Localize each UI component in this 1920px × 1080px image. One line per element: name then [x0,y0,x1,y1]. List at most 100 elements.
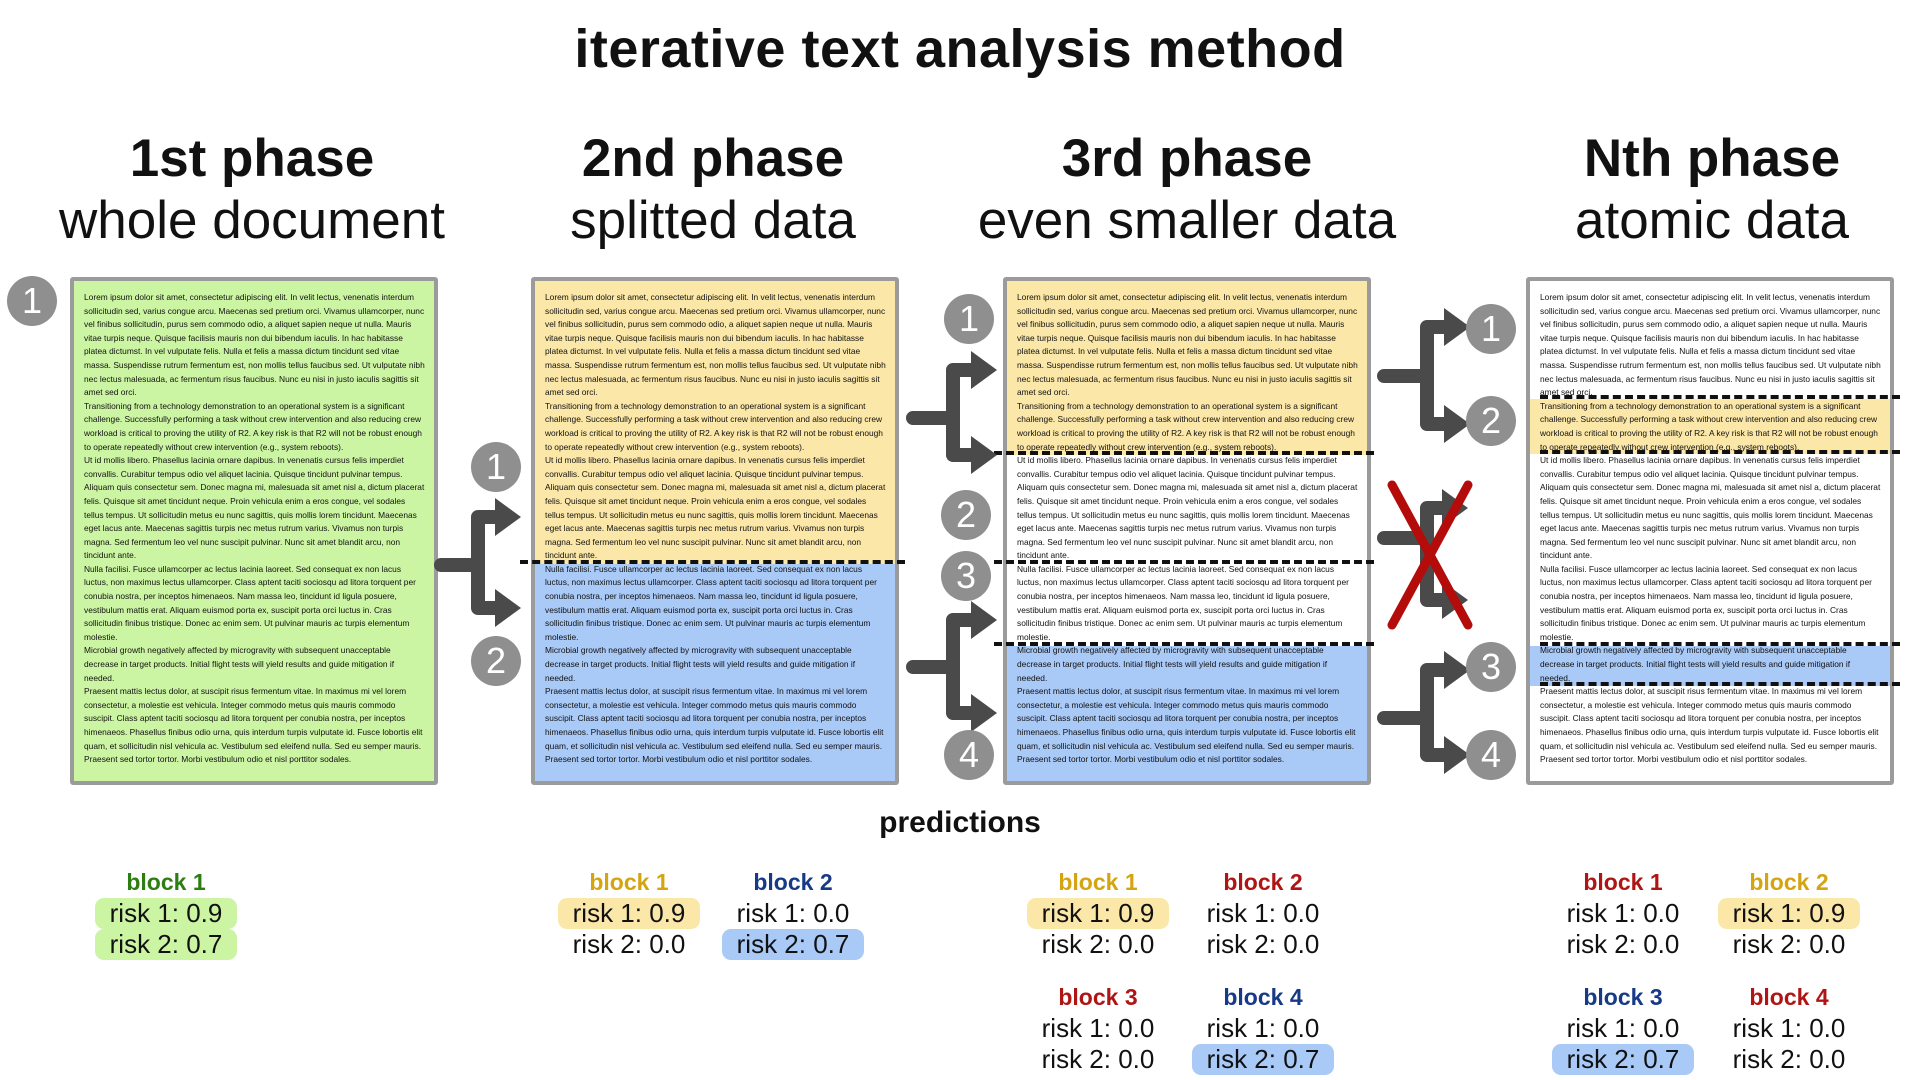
document-paragraph: Lorem ipsum dolor sit amet, consectetur … [545,292,886,398]
phase-2-header: 2nd phase splitted data [453,128,973,252]
document-text: Lorem ipsum dolor sit amet, consectetur … [1017,291,1359,767]
prediction-block: block 3 risk 1: 0.0 risk 2: 0.7 [1533,981,1713,1075]
risk-1-value: risk 1: 0.0 [1041,1013,1155,1043]
risk-2-value: risk 2: 0.7 [721,929,865,960]
risk-2-value: risk 2: 0.0 [1732,929,1846,959]
step-number-circle: 1 [944,294,994,344]
document-paragraph: Praesent mattis lectus dolor, at suscipi… [1540,686,1879,765]
risk-1-value: risk 1: 0.0 [736,898,850,928]
risk-2-value: risk 2: 0.7 [1551,1044,1695,1075]
document-phase-3: Lorem ipsum dolor sit amet, consectetur … [1003,277,1371,785]
step-number-circle: 4 [1466,730,1516,780]
split-line [1540,395,1900,399]
highlight-band [1530,399,1890,454]
step-number-circle: 2 [1466,396,1516,446]
step-number-circle: 1 [471,442,521,492]
predictions-title: predictions [879,806,1041,839]
step-number-circle: 4 [944,730,994,780]
risk-1-value: risk 1: 0.0 [1566,898,1680,928]
risk-2-value: risk 2: 0.0 [1041,1044,1155,1074]
fork-arrow-icon [1377,308,1470,443]
phase-3-subtitle: even smaller data [977,191,1397,250]
document-paragraph: Ut id mollis libero. Phasellus lacinia o… [84,455,425,561]
document-paragraph: Microbial growth negatively affected by … [1017,645,1328,683]
risk-2-value: risk 2: 0.0 [1566,929,1680,959]
document-paragraph: Microbial growth negatively affected by … [1540,645,1851,683]
highlight-band [1007,646,1367,781]
document-paragraph: Transitioning from a technology demonstr… [1017,400,1355,452]
risk-2-value: risk 2: 0.0 [1206,929,1320,959]
risk-1-value: risk 1: 0.0 [1206,898,1320,928]
split-line [994,451,1374,455]
phase-n-title: Nth phase [1583,129,1841,188]
prediction-block: block 1 risk 1: 0.9 risk 2: 0.0 [539,866,719,960]
fork-arrow-icon [1377,651,1470,774]
fork-arrow-icon [906,351,997,474]
risk-2-value: risk 2: 0.0 [1732,1044,1846,1074]
risk-1-value: risk 1: 0.0 [1732,1013,1846,1043]
document-paragraph: Microbial growth negatively affected by … [545,645,856,683]
step-number-circle: 1 [7,276,57,326]
document-paragraph: Nulla facilisi. Fusce ullamcorper ac lec… [545,563,877,642]
block-name: block 2 [1749,869,1829,895]
prediction-block: block 1 risk 1: 0.9 risk 2: 0.0 [1008,866,1188,960]
document-paragraph: Praesent mattis lectus dolor, at suscipi… [1017,686,1356,765]
risk-2-value: risk 2: 0.0 [1041,929,1155,959]
step-number-circle: 3 [1466,642,1516,692]
prediction-block: block 2 risk 1: 0.0 risk 2: 0.7 [703,866,883,960]
block-name: block 2 [753,869,833,895]
prediction-block: block 4 risk 1: 0.0 risk 2: 0.0 [1699,981,1879,1075]
document-text: Lorem ipsum dolor sit amet, consectetur … [1540,291,1882,767]
fork-arrow-icon [906,601,997,732]
risk-1-value: risk 1: 0.9 [557,898,701,929]
document-paragraph: Nulla facilisi. Fusce ullamcorper ac lec… [1017,563,1349,642]
risk-1-value: risk 1: 0.9 [1717,898,1861,929]
risk-2-value: risk 2: 0.7 [1191,1044,1335,1075]
document-phase-2: Lorem ipsum dolor sit amet, consectetur … [531,277,899,785]
document-paragraph: Transitioning from a technology demonstr… [1540,400,1878,452]
risk-1-value: risk 1: 0.0 [1206,1013,1320,1043]
block-name: block 4 [1223,984,1303,1010]
block-name: block 1 [1583,869,1663,895]
phase-1-subtitle: whole document [59,191,445,250]
split-line [994,560,1374,564]
phase-n-subtitle: atomic data [1575,191,1849,250]
step-number-circle: 2 [941,490,991,540]
prediction-block: block 1 risk 1: 0.0 risk 2: 0.0 [1533,866,1713,960]
step-number-circle: 3 [941,551,991,601]
document-paragraph: Ut id mollis libero. Phasellus lacinia o… [1017,455,1358,561]
block-name: block 3 [1583,984,1663,1010]
document-phase-1: Lorem ipsum dolor sit amet, consectetur … [70,277,438,785]
document-text: Lorem ipsum dolor sit amet, consectetur … [545,291,887,767]
risk-1-value: risk 1: 0.9 [1026,898,1170,929]
prediction-block: block 3 risk 1: 0.0 risk 2: 0.0 [1008,981,1188,1075]
phase-1-header: 1st phase whole document [0,128,512,252]
prediction-block: block 1 risk 1: 0.9 risk 2: 0.7 [76,866,256,960]
document-paragraph: Lorem ipsum dolor sit amet, consectetur … [1017,292,1358,398]
highlight-band [1530,646,1890,686]
step-number-circle: 2 [471,636,521,686]
phase-1-title: 1st phase [129,129,375,188]
red-x-cross-icon [1387,480,1473,630]
risk-2-value: risk 2: 0.0 [572,929,686,959]
highlight-band [535,281,895,564]
document-text: Lorem ipsum dolor sit amet, consectetur … [84,291,426,767]
block-name: block 4 [1749,984,1829,1010]
risk-2-value: risk 2: 0.7 [94,929,238,960]
document-paragraph: Praesent mattis lectus dolor, at suscipi… [84,686,423,765]
highlight-band [1007,281,1367,455]
document-paragraph: Transitioning from a technology demonstr… [545,400,883,452]
step-number-circle: 1 [1466,304,1516,354]
phase-2-subtitle: splitted data [570,191,856,250]
document-paragraph: Praesent mattis lectus dolor, at suscipi… [545,686,884,765]
split-line [994,642,1374,646]
split-line [1540,450,1900,454]
prediction-block: block 2 risk 1: 0.9 risk 2: 0.0 [1699,866,1879,960]
phase-2-title: 2nd phase [581,129,845,188]
document-paragraph: Nulla facilisi. Fusce ullamcorper ac lec… [84,563,416,642]
prediction-block: block 2 risk 1: 0.0 risk 2: 0.0 [1173,866,1353,960]
phase-n-header: Nth phase atomic data [1452,128,1920,252]
fork-arrow-icon [434,498,521,627]
